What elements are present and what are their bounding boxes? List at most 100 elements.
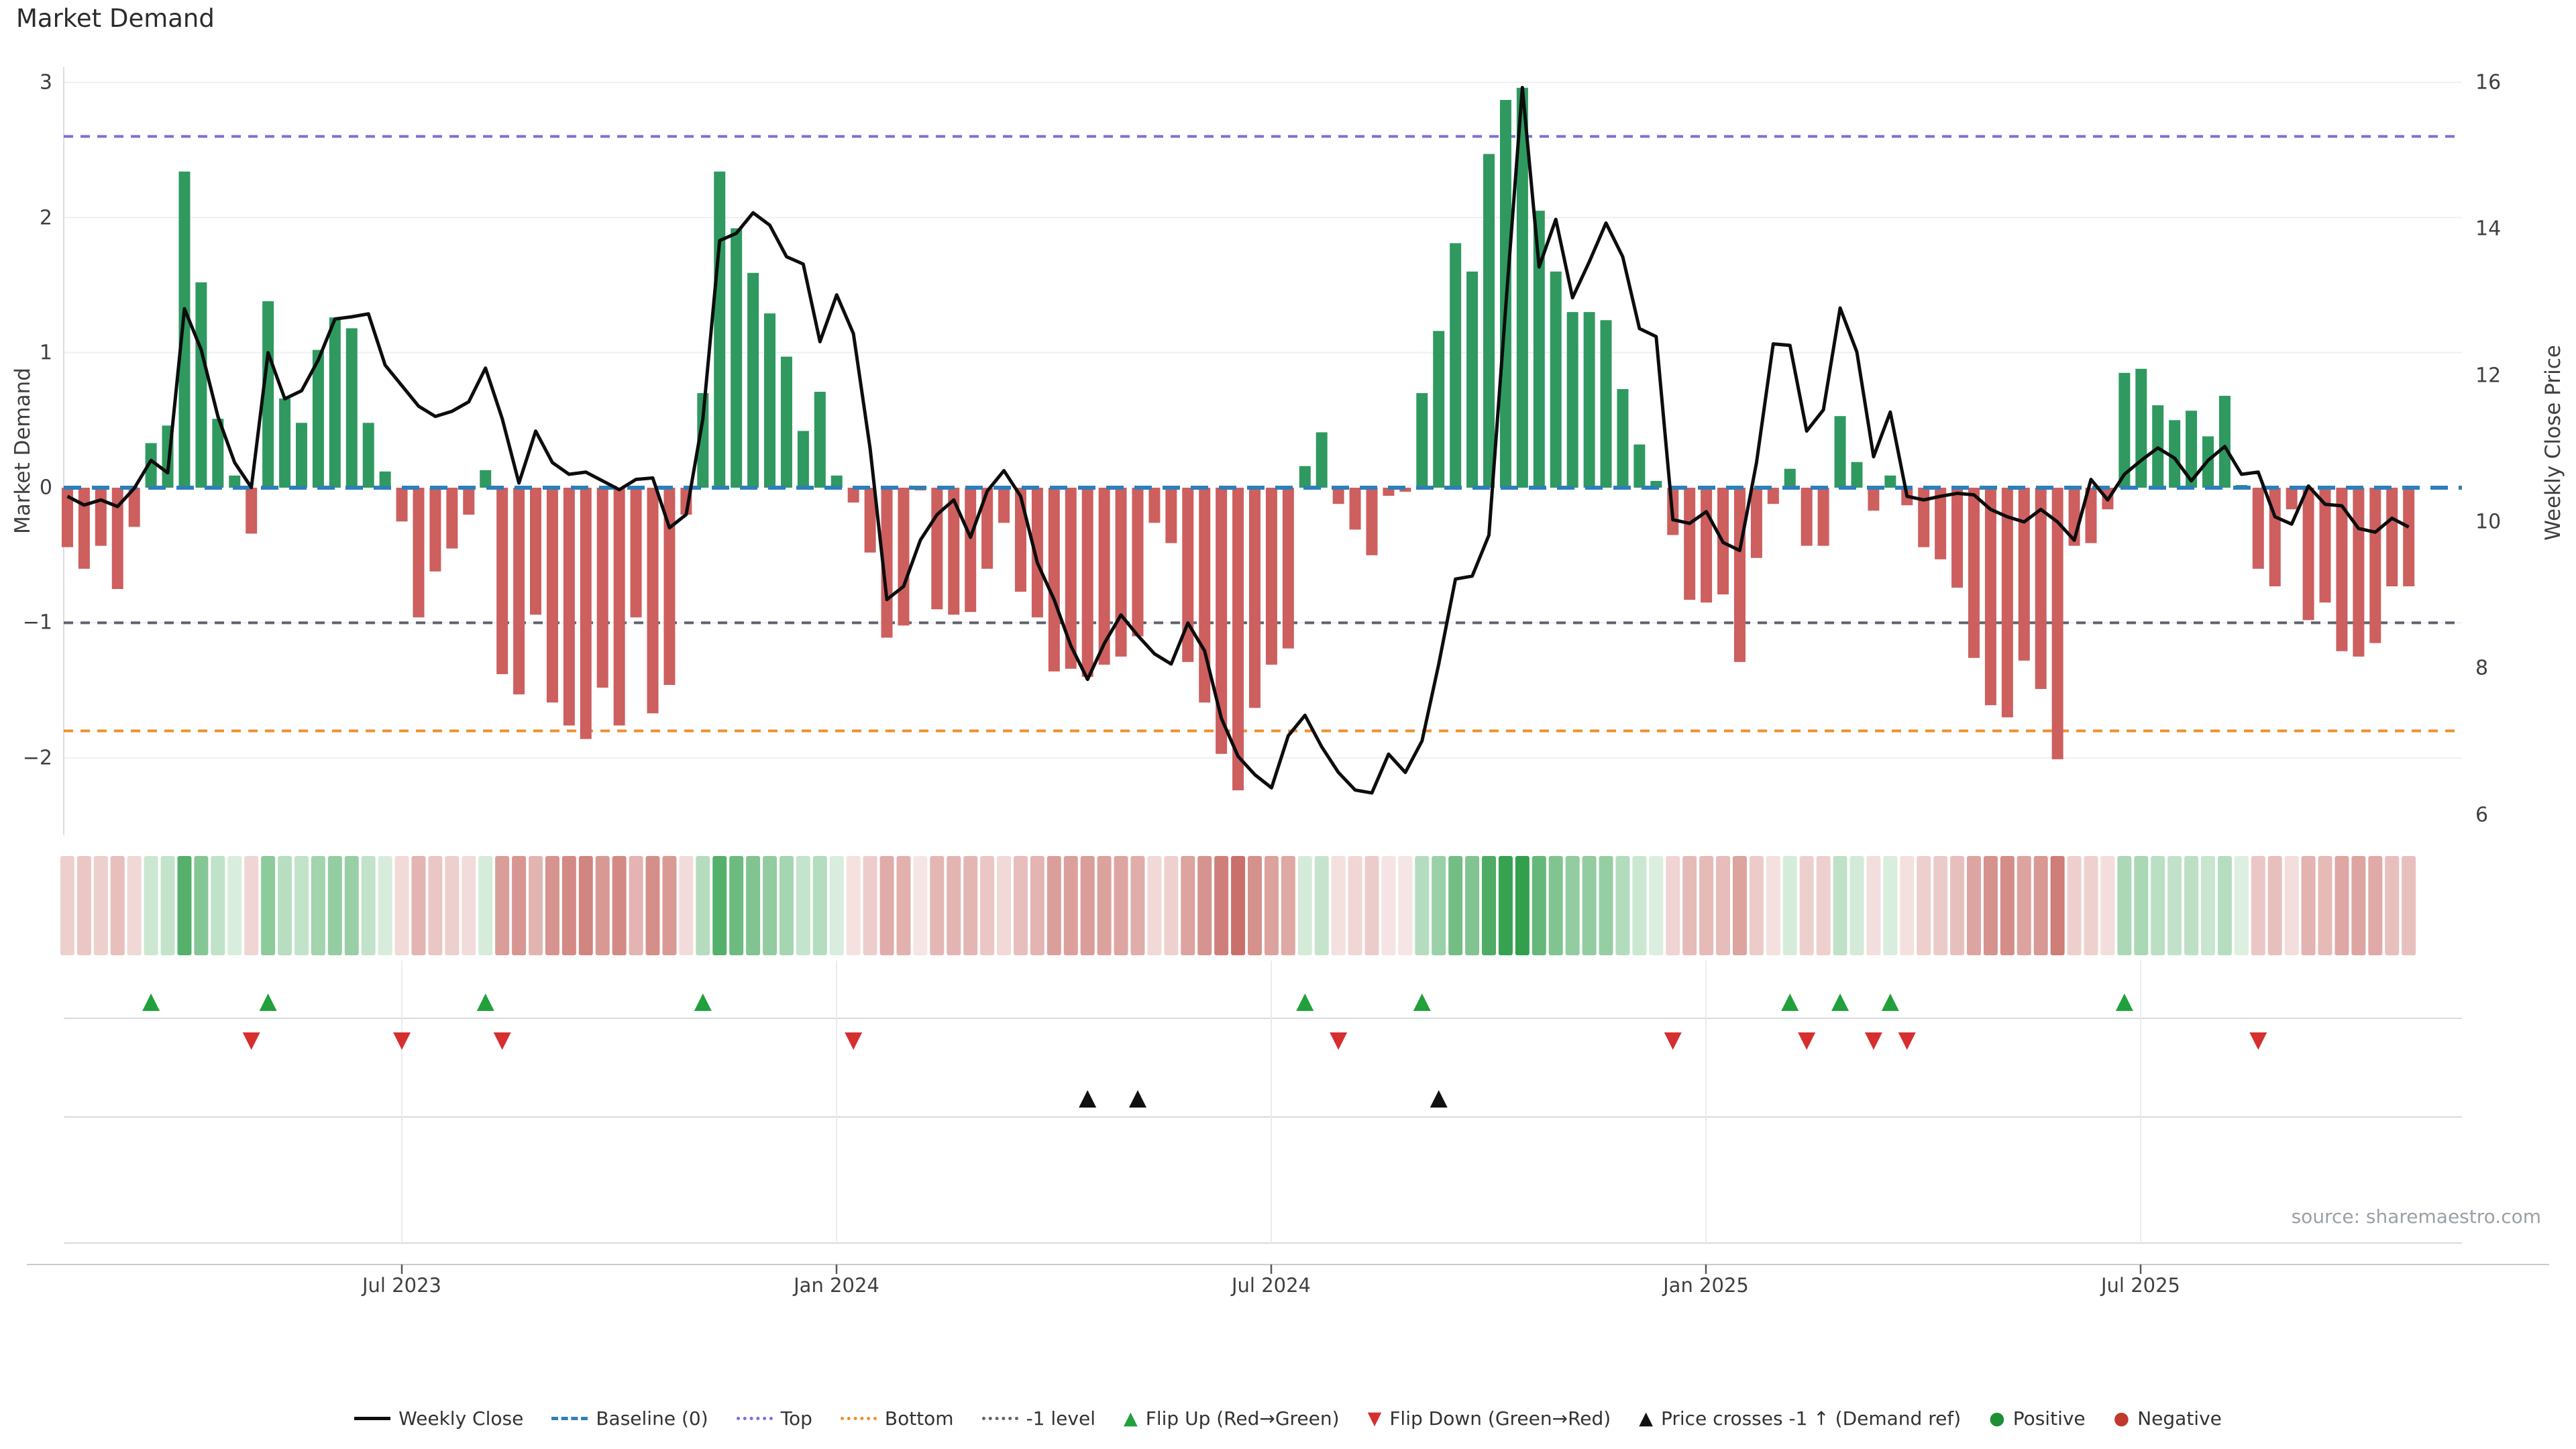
- demand-bar: [496, 488, 508, 674]
- demand-bar: [1098, 488, 1110, 665]
- demand-bar: [1148, 488, 1161, 523]
- heatmap-cell: [1231, 856, 1246, 955]
- heatmap-cell: [445, 856, 460, 955]
- heatmap-cell: [2284, 856, 2299, 955]
- heatmap-cell: [1197, 856, 1212, 955]
- heatmap-cell: [1147, 856, 1162, 955]
- heatmap-cell: [2402, 856, 2416, 955]
- demand-bar: [312, 350, 324, 488]
- heatmap-cell: [1682, 856, 1697, 955]
- demand-bar: [1416, 393, 1428, 488]
- demand-bar: [1801, 488, 1813, 546]
- demand-bar: [1884, 475, 1896, 488]
- heatmap-cell: [194, 856, 209, 955]
- demand-bar: [429, 488, 441, 572]
- demand-bar: [379, 471, 391, 488]
- heatmap-cell: [1164, 856, 1179, 955]
- demand-bar: [1265, 488, 1277, 665]
- heatmap-cell: [2084, 856, 2098, 955]
- heatmap-cell: [1599, 856, 1613, 955]
- heatmap-cell: [2301, 856, 2316, 955]
- heatmap-cell: [595, 856, 610, 955]
- flip-up-marker: [1781, 994, 1799, 1011]
- heatmap-cell: [930, 856, 945, 955]
- heatmap-cell: [2151, 856, 2165, 955]
- heatmap-cell: [980, 856, 995, 955]
- heatmap-cell: [578, 856, 593, 955]
- demand-bar: [1951, 488, 1964, 588]
- x-axis-tick: Jul 2025: [2100, 1274, 2181, 1297]
- demand-bar: [128, 488, 140, 527]
- heatmap-cell: [1046, 856, 1061, 955]
- demand-bar: [830, 475, 843, 488]
- heatmap-cell: [1013, 856, 1028, 955]
- demand-bar: [1650, 480, 1662, 488]
- heatmap-cell: [1465, 856, 1480, 955]
- heatmap-cell: [2050, 856, 2065, 955]
- legend-label: -1 level: [1026, 1407, 1095, 1430]
- demand-bar: [1433, 331, 1445, 488]
- demand-bar: [1834, 416, 1846, 488]
- demand-bar: [2218, 396, 2231, 488]
- flip-down-marker: [1898, 1032, 1916, 1050]
- demand-bar: [530, 488, 542, 615]
- demand-bar: [195, 282, 207, 488]
- triangle-down-icon: ▼: [1367, 1408, 1382, 1429]
- legend-item: -1 level: [981, 1407, 1095, 1430]
- heatmap-cell: [829, 856, 844, 955]
- demand-bar: [596, 488, 608, 688]
- demand-bar: [780, 356, 792, 488]
- heatmap-cell: [2134, 856, 2149, 955]
- heatmap-cell: [2201, 856, 2216, 955]
- heatmap-cell: [1030, 856, 1044, 955]
- legend-label: Baseline (0): [596, 1407, 708, 1430]
- demand-bar: [1767, 488, 1779, 504]
- heatmap-cell: [2167, 856, 2182, 955]
- heatmap-cell: [1214, 856, 1229, 955]
- demand-bar: [1450, 243, 1462, 488]
- demand-bar: [1583, 312, 1595, 488]
- triangle-up-icon: ▲: [1123, 1408, 1138, 1429]
- heatmap-cell: [1281, 856, 1295, 955]
- heatmap-cell: [1565, 856, 1580, 955]
- heatmap-cell: [2351, 856, 2366, 955]
- left-axis-tick: 0: [39, 476, 52, 500]
- page-title: Market Demand: [16, 4, 215, 33]
- heatmap-cell: [2017, 856, 2031, 955]
- heatmap-cell: [1966, 856, 1981, 955]
- demand-bar: [1851, 462, 1863, 488]
- demand-bar: [1115, 488, 1127, 657]
- heatmap-cell: [2000, 856, 2015, 955]
- demand-bar: [714, 171, 726, 488]
- demand-bar: [998, 488, 1010, 523]
- demand-bar: [1299, 466, 1311, 488]
- demand-bar: [413, 488, 425, 618]
- legend-label: Flip Down (Green→Red): [1389, 1407, 1611, 1430]
- heatmap-cell: [1130, 856, 1145, 955]
- demand-bar: [229, 475, 241, 488]
- heatmap-cell: [746, 856, 761, 955]
- flip-up-marker: [1881, 994, 1899, 1011]
- right-axis-tick: 8: [2475, 656, 2489, 680]
- flip-down-marker: [1330, 1032, 1348, 1050]
- heatmap-cell: [1866, 856, 1881, 955]
- flip-down-marker: [1798, 1032, 1816, 1050]
- demand-bar: [1399, 488, 1411, 492]
- demand-bar: [2386, 488, 2398, 587]
- heatmap-cell: [2251, 856, 2265, 955]
- demand-bar: [764, 313, 776, 488]
- demand-bar: [1968, 488, 1980, 658]
- heatmap-cell: [144, 856, 158, 955]
- heatmap-cell: [629, 856, 643, 955]
- heatmap-cell: [1415, 856, 1430, 955]
- heatmap-cell: [495, 856, 510, 955]
- demand-bar: [1566, 312, 1578, 488]
- heatmap-cell: [1482, 856, 1497, 955]
- demand-bar: [563, 488, 575, 726]
- heatmap-cell: [378, 856, 392, 955]
- flip-down-marker: [1864, 1032, 1882, 1050]
- demand-bar: [1466, 271, 1479, 488]
- heatmap-cell: [662, 856, 677, 955]
- flip-down-marker: [2249, 1032, 2267, 1050]
- demand-bar: [1182, 488, 1194, 662]
